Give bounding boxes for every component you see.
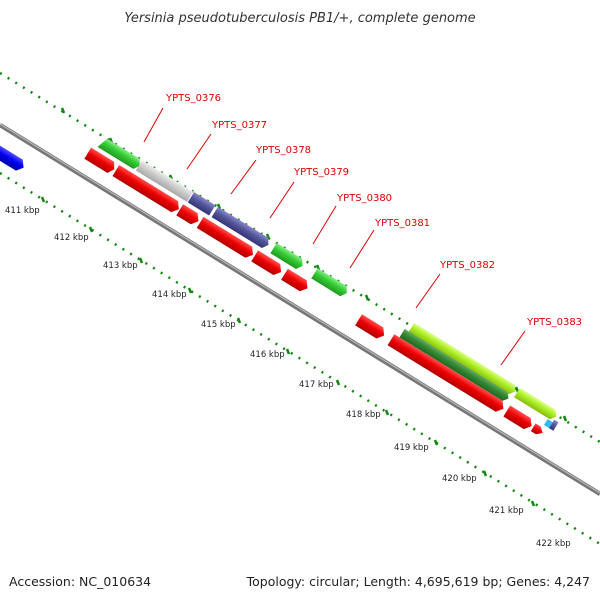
label-line-YPTS_0381 [349,229,375,269]
gene-label-YPTS_0376[interactable]: YPTS_0376 [165,93,221,104]
tick-label-422: 422 kbp [536,539,571,549]
genome-summary-text: Topology: circular; Length: 4,695,619 bp… [246,574,590,589]
red-cds-4[interactable] [196,216,257,261]
inner-ring-major-ticks [40,196,536,507]
red-cds-6[interactable] [281,268,311,294]
accession-text: Accession: NC_010634 [9,574,151,589]
blue-features [0,137,27,174]
map-title: Yersinia pseudotuberculosis PB1/+, compl… [124,11,475,26]
tick-label-412: 412 kbp [54,233,89,243]
tick-label-413: 413 kbp [103,261,138,271]
gene-label-YPTS_0377[interactable]: YPTS_0377 [211,120,267,131]
red-cds-features [84,147,545,436]
gene-feature-YPTS_0382[interactable] [408,322,518,396]
gene-feature-YPTS_0376[interactable] [97,137,143,171]
tick-label-418: 418 kbp [346,410,381,420]
lime-feature-b[interactable] [514,387,559,421]
kbp-tick-labels: 411 kbp 412 kbp 413 kbp 414 kbp 415 kbp … [5,206,571,549]
gene-feature-YPTS_0380[interactable] [270,243,305,271]
tick-label-414: 414 kbp [152,290,187,300]
gene-feature-YPTS_0378[interactable] [187,192,216,216]
gene-label-YPTS_0380[interactable]: YPTS_0380 [336,193,392,204]
gene-label-lines [143,107,526,366]
gene-feature-YPTS_0379[interactable] [211,206,272,250]
red-cds-9[interactable] [503,405,535,431]
genome-backbone-highlight [0,123,600,494]
tick-label-415: 415 kbp [201,320,236,330]
red-cds-8[interactable] [387,334,507,414]
small-purple-feature[interactable] [549,419,559,431]
tick-label-411: 411 kbp [5,206,40,216]
small-cyan-feature[interactable] [543,419,553,429]
tick-label-417: 417 kbp [299,380,334,390]
red-cds-10[interactable] [530,423,545,436]
inner-dotted-ring [0,171,600,546]
blue-feature-2[interactable] [0,137,27,174]
red-cds-3[interactable] [176,204,202,227]
gene-label-YPTS_0383[interactable]: YPTS_0383 [526,317,582,328]
gene-label-YPTS_0378[interactable]: YPTS_0378 [255,145,311,156]
red-cds-1[interactable] [84,147,117,175]
gene-feature-YPTS_0377[interactable] [135,160,194,202]
right-cluster-features [399,322,559,431]
upper-track-features [97,137,350,298]
label-line-YPTS_0380 [312,205,337,245]
label-line-YPTS_0377 [186,133,212,170]
gene-feature-YPTS_0383[interactable] [399,328,511,403]
label-line-YPTS_0382 [415,273,441,309]
tick-label-419: 419 kbp [394,443,429,453]
gene-label-YPTS_0379[interactable]: YPTS_0379 [293,167,349,178]
tick-label-421: 421 kbp [489,506,524,516]
red-cds-2[interactable] [112,164,182,215]
label-line-YPTS_0376 [143,107,164,143]
tick-label-416: 416 kbp [250,350,285,360]
gene-feature-YPTS_0381[interactable] [311,268,350,298]
gene-label-YPTS_0382[interactable]: YPTS_0382 [439,260,495,271]
red-cds-7[interactable] [355,314,387,341]
tick-label-420: 420 kbp [442,474,477,484]
label-line-YPTS_0383 [500,330,526,366]
red-cds-5[interactable] [251,250,284,277]
label-line-YPTS_0378 [230,159,257,195]
genome-backbone [0,123,600,496]
label-line-YPTS_0379 [269,181,295,219]
gene-labels: YPTS_0376 YPTS_0377 YPTS_0378 YPTS_0379 … [165,93,582,328]
gene-label-YPTS_0381[interactable]: YPTS_0381 [374,218,430,229]
